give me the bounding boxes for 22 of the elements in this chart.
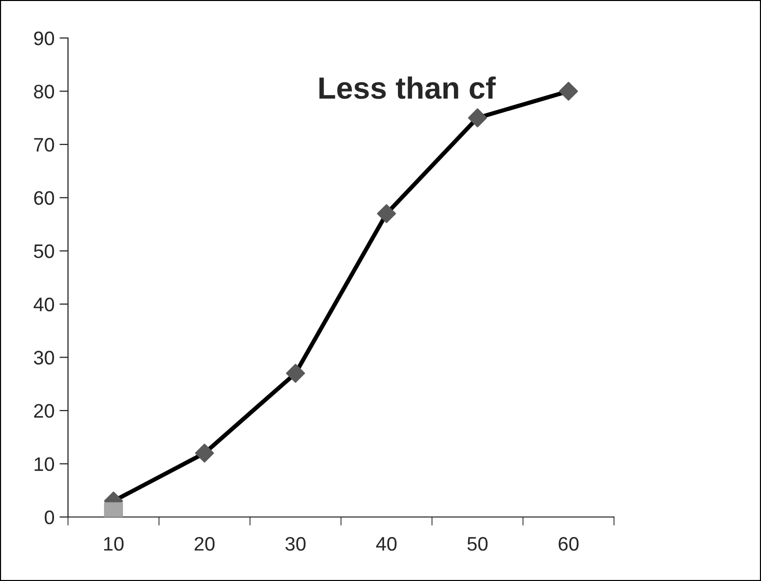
y-tick-label: 0	[44, 510, 54, 524]
y-tick-label: 60	[34, 191, 54, 205]
point	[377, 204, 396, 224]
y-tick-label: 20	[34, 404, 54, 418]
point	[286, 364, 305, 383]
x-tick-label: 50	[467, 536, 488, 551]
x-tick-label: 10	[104, 536, 124, 551]
x-tick-label: 60	[558, 536, 579, 551]
y-tick-label: 90	[34, 31, 54, 46]
point	[559, 82, 578, 101]
point	[468, 108, 487, 128]
y-tick-label: 40	[34, 298, 54, 312]
x-tick-label: 20	[194, 536, 215, 551]
y-tick-label: 70	[34, 138, 54, 152]
text: Less than cf	[319, 76, 496, 99]
x-tick-label: 30	[285, 536, 306, 551]
y-tick-label: 30	[34, 350, 54, 365]
x-tick-label: 40	[376, 536, 397, 551]
point	[195, 444, 214, 463]
y-tick-label: 50	[34, 244, 54, 258]
y-tick-label: 10	[34, 457, 54, 472]
y-tick-label: 80	[34, 84, 54, 98]
